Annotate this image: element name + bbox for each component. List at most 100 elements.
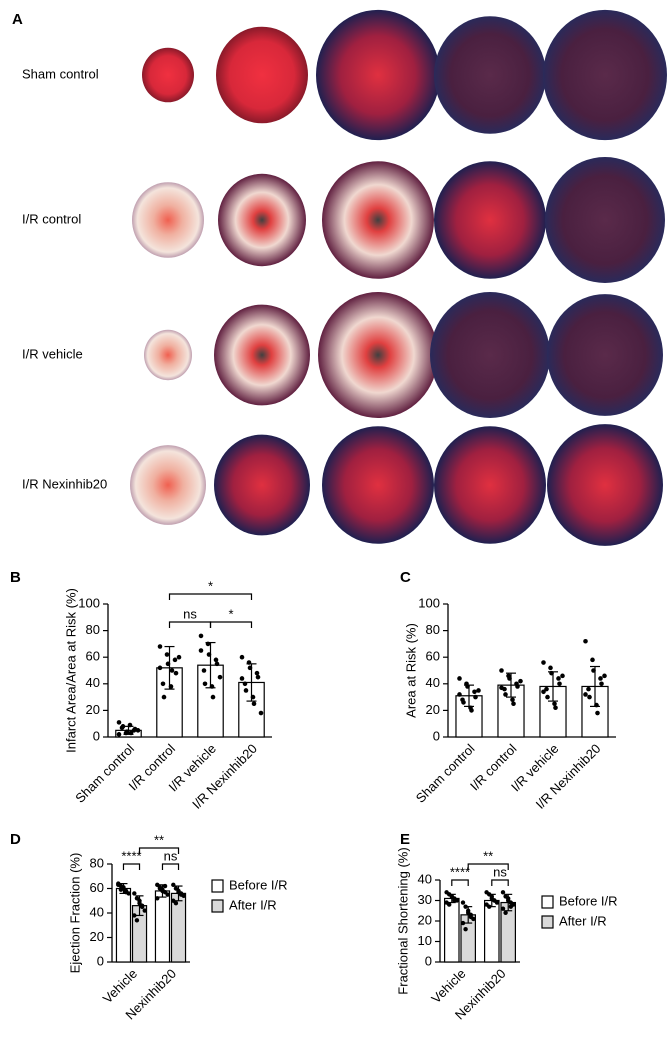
data-point — [254, 670, 260, 676]
data-point — [171, 882, 176, 888]
data-point — [457, 676, 462, 681]
heart-slice — [543, 9, 667, 141]
bar — [444, 897, 460, 963]
data-point — [243, 688, 249, 693]
heart-slice — [545, 157, 665, 283]
data-point — [120, 724, 126, 729]
data-point — [116, 732, 122, 737]
panel-label: E — [400, 831, 410, 848]
y-tick-label: 60 — [90, 880, 104, 895]
data-point — [258, 710, 264, 716]
data-point — [165, 892, 170, 897]
sig-label: ns — [164, 848, 178, 863]
data-point — [239, 676, 245, 681]
sig-bracket — [161, 863, 180, 870]
bar — [581, 685, 609, 738]
heart-slice — [216, 26, 308, 124]
data-point — [169, 668, 175, 673]
y-tick-label: 60 — [426, 649, 440, 664]
y-tick-label: 40 — [90, 904, 104, 919]
data-point — [176, 654, 182, 660]
legend-label: Before I/R — [229, 877, 288, 892]
data-point — [161, 694, 167, 700]
data-point — [515, 684, 520, 689]
data-point — [583, 638, 588, 644]
sig-label: **** — [121, 848, 141, 863]
row-label: I/R Nexinhib20 — [22, 476, 107, 491]
sig-label: ** — [154, 832, 164, 847]
bar — [455, 695, 483, 738]
sig-label: * — [208, 578, 213, 593]
panel-label: A — [12, 11, 23, 28]
sig-bracket — [209, 621, 253, 628]
y-tick-label: 20 — [86, 702, 100, 717]
heart-slice — [132, 182, 204, 258]
data-point — [548, 665, 553, 671]
heart-slice — [547, 294, 663, 416]
legend-label: Before I/R — [559, 893, 618, 908]
bar — [484, 899, 500, 963]
sig-bracket — [168, 621, 212, 628]
legend-label: After I/R — [559, 913, 607, 928]
legend-swatch — [541, 915, 554, 929]
data-point — [557, 681, 562, 687]
legend-swatch — [211, 879, 224, 893]
bar — [170, 892, 187, 963]
y-tick-label: 80 — [86, 622, 100, 637]
data-point — [251, 701, 257, 707]
x-tick-label: Sham control — [72, 741, 137, 806]
y-tick-label: 40 — [86, 675, 100, 690]
data-point — [202, 681, 208, 687]
data-point — [173, 670, 179, 676]
sig-label: ** — [483, 848, 493, 863]
data-point — [132, 891, 137, 896]
data-point — [178, 892, 184, 897]
sig-label: * — [228, 606, 233, 621]
sig-label: ns — [493, 864, 507, 879]
data-point — [213, 657, 219, 663]
y-tick-label: 100 — [418, 595, 440, 610]
data-point — [217, 674, 223, 680]
heart-slice — [142, 47, 194, 103]
heart-slice — [218, 173, 306, 267]
data-point — [239, 654, 245, 660]
heart-slice — [322, 161, 434, 279]
data-point — [461, 700, 466, 705]
y-tick-label: 30 — [418, 892, 432, 907]
data-point — [198, 648, 204, 653]
data-point — [463, 927, 468, 932]
y-axis-label: Infarct Area/Area at Risk (%) — [63, 588, 78, 753]
data-point — [116, 882, 121, 888]
heart-slice — [434, 161, 546, 279]
data-point — [135, 728, 141, 733]
data-point — [469, 708, 474, 713]
panel-label: C — [400, 569, 411, 586]
data-point — [492, 898, 497, 903]
data-point — [201, 668, 207, 673]
data-point — [541, 660, 546, 665]
data-point — [160, 681, 166, 687]
y-tick-label: 100 — [78, 595, 100, 610]
sig-bracket — [122, 863, 141, 870]
heart-slice — [214, 304, 310, 406]
data-point — [132, 913, 137, 918]
data-point — [447, 902, 452, 907]
data-point — [468, 914, 473, 920]
y-tick-label: 10 — [418, 933, 432, 948]
data-point — [134, 918, 140, 923]
y-tick-label: 0 — [97, 953, 104, 968]
data-point — [500, 890, 506, 895]
data-point — [173, 901, 179, 906]
bar — [115, 887, 132, 963]
data-point — [518, 678, 523, 684]
data-point — [210, 694, 216, 700]
data-point — [472, 689, 477, 695]
y-tick-label: 20 — [418, 912, 432, 927]
y-tick-label: 0 — [425, 953, 432, 968]
row-label: Sham control — [22, 66, 99, 81]
data-point — [473, 694, 478, 700]
legend-swatch — [211, 899, 224, 913]
heart-slice — [322, 426, 434, 544]
heart-slice — [144, 329, 192, 381]
data-point — [214, 661, 220, 667]
